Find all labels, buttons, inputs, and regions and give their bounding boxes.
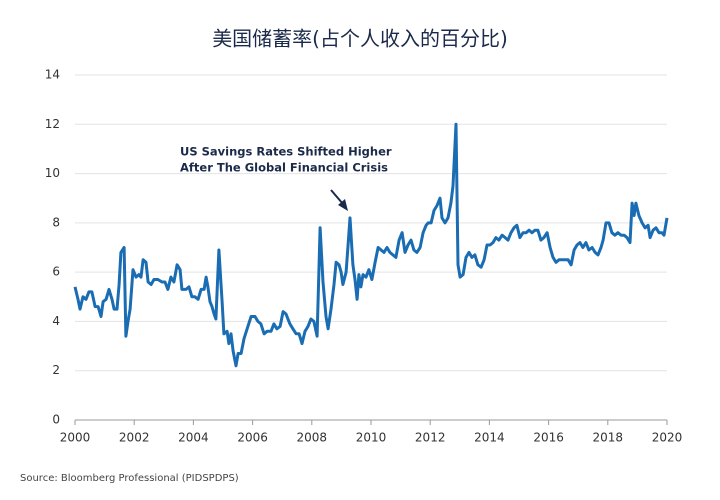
y-tick-label: 6 <box>52 265 60 279</box>
annotation: After The Global Financial Crisis <box>180 161 388 175</box>
y-tick-label: 8 <box>52 215 60 229</box>
x-tick-label: 2012 <box>415 431 446 445</box>
x-tick-label: 2008 <box>297 431 328 445</box>
x-tick-label: 2020 <box>652 431 683 445</box>
x-tick-label: 2000 <box>60 431 91 445</box>
x-tick-label: 2014 <box>474 431 505 445</box>
x-tick-label: 2004 <box>178 431 209 445</box>
y-tick-label: 14 <box>45 68 60 82</box>
x-tick-label: 2002 <box>119 431 150 445</box>
x-tick-label: 2006 <box>237 431 268 445</box>
annotation-arrowhead <box>338 199 348 211</box>
annotation: US Savings Rates Shifted Higher <box>180 145 392 159</box>
y-tick-label: 2 <box>52 363 60 377</box>
y-tick-label: 10 <box>45 166 60 180</box>
y-tick-label: 4 <box>52 314 60 328</box>
source: Source: Bloomberg Professional (PIDSPDPS… <box>20 473 239 484</box>
data-line <box>73 122 669 368</box>
y-tick-label: 0 <box>52 413 60 427</box>
chart-title: 美国储蓄率(占个人收入的百分比) <box>212 27 508 51</box>
x-tick-label: 2018 <box>593 431 624 445</box>
x-tick-label: 2016 <box>533 431 564 445</box>
x-tick-label: 2010 <box>356 431 387 445</box>
y-tick-label: 12 <box>45 117 60 131</box>
annotation-arrow <box>330 189 344 205</box>
